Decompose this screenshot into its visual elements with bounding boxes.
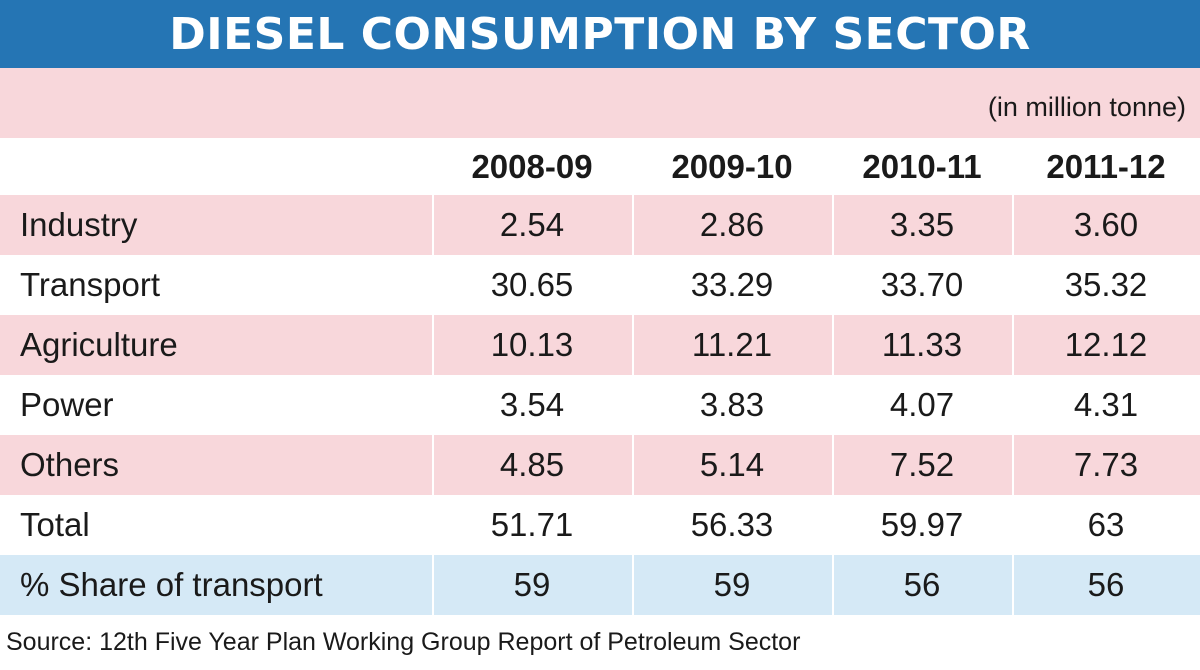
- table-cell: 33.29: [690, 266, 774, 303]
- table-cell: 7.52: [889, 446, 955, 483]
- unit-band: [0, 68, 1200, 138]
- row-label: Total: [20, 506, 90, 543]
- table-cell: 4.31: [1073, 386, 1139, 423]
- table-cell: 2.54: [499, 206, 565, 243]
- source-note: Source: 12th Five Year Plan Working Grou…: [6, 628, 801, 656]
- column-divider: [1012, 138, 1014, 620]
- table-cell: 2.86: [699, 206, 765, 243]
- table-cell: 30.65: [490, 266, 574, 303]
- table-cell: 4.85: [499, 446, 565, 483]
- table-cell: 11.33: [881, 326, 963, 363]
- row-label: Power: [20, 386, 114, 423]
- column-divider: [832, 138, 834, 620]
- table-cell: 3.35: [889, 206, 955, 243]
- table-cell: 3.54: [499, 386, 565, 423]
- column-header-2011-12: 2011-12: [1046, 147, 1166, 185]
- row-label: Agriculture: [20, 326, 178, 363]
- table-cell: 3.60: [1073, 206, 1139, 243]
- table-row: Others 4.85 5.14 7.52 7.73: [0, 435, 1200, 495]
- table-row: Industry 2.54 2.86 3.35 3.60: [0, 195, 1200, 255]
- title-band: DIESEL CONSUMPTION BY SECTOR: [0, 0, 1200, 68]
- column-header-2008-09: 2008-09: [471, 147, 593, 185]
- table-cell: 4.07: [889, 386, 955, 423]
- table-cell: 35.32: [1064, 266, 1148, 303]
- table-cell: 11.21: [691, 326, 773, 363]
- table-cell: 56: [1087, 566, 1125, 603]
- chart-title: DIESEL CONSUMPTION BY SECTOR: [169, 8, 1031, 60]
- row-label: Others: [20, 446, 120, 483]
- table-row: Total 51.71 56.33 59.97 63: [0, 495, 1200, 555]
- row-label: Industry: [20, 206, 138, 243]
- table-row: Agriculture 10.13 11.21 11.33 12.12: [0, 315, 1200, 375]
- table-cell: 56: [903, 566, 941, 603]
- table-cell: 59: [513, 566, 551, 603]
- column-divider: [432, 138, 434, 620]
- table-cell: 7.73: [1073, 446, 1139, 483]
- table-cell: 59.97: [880, 506, 964, 543]
- table-cell: 10.13: [490, 326, 574, 363]
- table-cell: 3.83: [699, 386, 765, 423]
- column-header-2009-10: 2009-10: [671, 147, 793, 185]
- table-cell: 12.12: [1064, 326, 1148, 363]
- table-cell: 5.14: [699, 446, 765, 483]
- column-header-2010-11: 2010-11: [862, 147, 982, 185]
- unit-note: (in million tonne): [987, 92, 1186, 122]
- table-header-row: 2008-09 2009-10 2010-11 2011-12: [0, 138, 1200, 195]
- table-row: % Share of transport 59 59 56 56: [0, 555, 1200, 615]
- table-row: Transport 30.65 33.29 33.70 35.32: [0, 255, 1200, 315]
- table-cell: 56.33: [690, 506, 774, 543]
- row-label: % Share of transport: [20, 566, 323, 603]
- table-cell: 63: [1087, 506, 1125, 543]
- table-row: Power 3.54 3.83 4.07 4.31: [0, 375, 1200, 435]
- table-cell: 51.71: [490, 506, 574, 543]
- table-cell: 33.70: [880, 266, 964, 303]
- table-cell: 59: [713, 566, 751, 603]
- row-label: Transport: [20, 266, 160, 303]
- column-divider: [632, 138, 634, 620]
